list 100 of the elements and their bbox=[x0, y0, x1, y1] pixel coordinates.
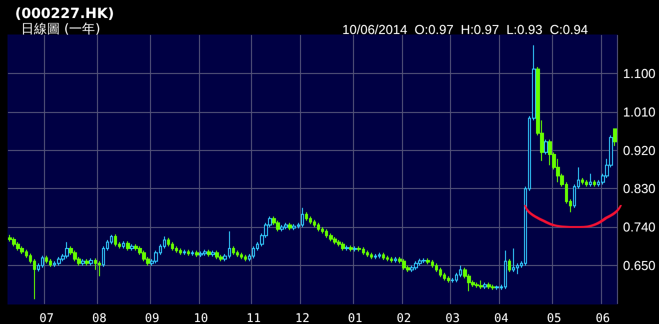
annotation: 10/06/2014 O:0.97 H:0.97 L:0.93 C:0.94 bbox=[342, 22, 588, 37]
candlestick bbox=[479, 280, 483, 290]
x-tick-label: 03 bbox=[445, 311, 460, 324]
x-tick-label: 09 bbox=[144, 311, 160, 324]
candlestick bbox=[207, 249, 211, 258]
x-tick-label: 07 bbox=[39, 311, 54, 324]
candlestick bbox=[199, 250, 203, 258]
candlestick bbox=[512, 248, 515, 272]
candlestick bbox=[252, 246, 255, 259]
candlestick bbox=[353, 246, 357, 252]
candlestick bbox=[73, 250, 77, 262]
candlestick bbox=[337, 239, 341, 247]
candlestick bbox=[374, 254, 377, 260]
chart-subtitle: 日線圖 (一年) bbox=[21, 22, 100, 37]
candlestick bbox=[171, 242, 174, 252]
candlestick bbox=[309, 216, 312, 225]
candlestick bbox=[183, 249, 186, 256]
candlestick bbox=[240, 252, 243, 260]
candlestick bbox=[284, 222, 288, 230]
candlestick bbox=[175, 246, 178, 254]
candlestick bbox=[167, 237, 170, 247]
x-tick-label: 12 bbox=[295, 311, 310, 324]
candlestick bbox=[81, 258, 85, 266]
candlestick bbox=[219, 254, 223, 262]
candlestick bbox=[134, 244, 138, 252]
x-tick-label: 11 bbox=[246, 311, 261, 324]
candlestick bbox=[366, 250, 369, 258]
candlestick bbox=[203, 249, 207, 256]
candlestick bbox=[317, 222, 320, 232]
candlestick bbox=[378, 252, 381, 259]
candlestick bbox=[49, 258, 52, 268]
candlestick bbox=[211, 250, 215, 258]
candlestick bbox=[89, 258, 93, 266]
candlestick bbox=[280, 224, 284, 232]
x-tick-label: 10 bbox=[194, 311, 208, 324]
candlestick bbox=[491, 284, 495, 290]
candlestick bbox=[215, 250, 219, 260]
candlestick bbox=[232, 246, 235, 256]
candlestick bbox=[195, 250, 199, 258]
candlestick bbox=[418, 258, 422, 266]
candlestick bbox=[475, 282, 479, 288]
y-tick-label: 1.010 bbox=[623, 104, 656, 120]
candlestick bbox=[329, 233, 333, 242]
x-tick-label: 08 bbox=[92, 311, 107, 324]
candlestick bbox=[345, 245, 349, 252]
candlestick bbox=[288, 222, 292, 231]
x-tick-label: 02 bbox=[396, 311, 412, 324]
candlestick bbox=[292, 224, 296, 231]
candlestick bbox=[41, 255, 44, 268]
candlestick bbox=[483, 282, 487, 290]
y-tick-label: 1.100 bbox=[623, 66, 656, 81]
x-tick-label: 05 bbox=[546, 311, 562, 324]
candlestick bbox=[447, 276, 450, 284]
candlestick bbox=[305, 212, 308, 222]
y-tick-label: 0.920 bbox=[623, 142, 656, 158]
x-tick-label: 01 bbox=[348, 311, 362, 324]
candlestick bbox=[451, 277, 454, 284]
candlestick bbox=[370, 252, 373, 260]
candlestick bbox=[613, 128, 617, 147]
candlestick bbox=[585, 180, 588, 188]
candlestick bbox=[122, 240, 125, 249]
candlestick bbox=[459, 265, 462, 278]
candlestick bbox=[426, 258, 430, 265]
candlestick bbox=[313, 219, 316, 228]
candlestick bbox=[593, 180, 596, 188]
candlestick bbox=[244, 254, 247, 262]
candlestick bbox=[20, 246, 24, 255]
candlestick bbox=[589, 173, 592, 188]
candlestick bbox=[508, 258, 511, 272]
candlestick bbox=[114, 234, 117, 247]
candlestick bbox=[57, 256, 61, 266]
candlestick bbox=[394, 256, 397, 264]
candlestick bbox=[495, 285, 499, 290]
candlestick bbox=[581, 178, 584, 185]
candlestick bbox=[504, 250, 507, 290]
candlestick bbox=[414, 260, 418, 270]
x-tick-label: 06 bbox=[596, 311, 610, 324]
candlestick bbox=[179, 248, 182, 256]
candlestick bbox=[142, 250, 146, 262]
candlestick bbox=[357, 246, 361, 252]
candlestick bbox=[85, 258, 89, 266]
candlestick bbox=[341, 242, 345, 252]
candlestick bbox=[390, 256, 393, 264]
candlestick bbox=[402, 258, 406, 270]
candlestick bbox=[45, 255, 48, 264]
candlestick bbox=[191, 250, 194, 256]
y-tick-label: 0.830 bbox=[623, 181, 656, 196]
x-tick-label: 04 bbox=[494, 311, 509, 324]
candlestick bbox=[487, 282, 491, 290]
candlestick bbox=[410, 265, 414, 272]
candlestick bbox=[16, 242, 20, 252]
candlestick bbox=[548, 139, 552, 166]
y-tick-label: 0.650 bbox=[623, 258, 656, 274]
candlestick bbox=[98, 260, 101, 277]
candlestick bbox=[12, 236, 16, 247]
y-tick-label: 0.740 bbox=[623, 220, 656, 235]
candlestick bbox=[236, 250, 239, 258]
candlestick bbox=[276, 220, 280, 232]
chart-title: (000227.HK) bbox=[15, 6, 114, 22]
candlestick bbox=[422, 258, 426, 264]
